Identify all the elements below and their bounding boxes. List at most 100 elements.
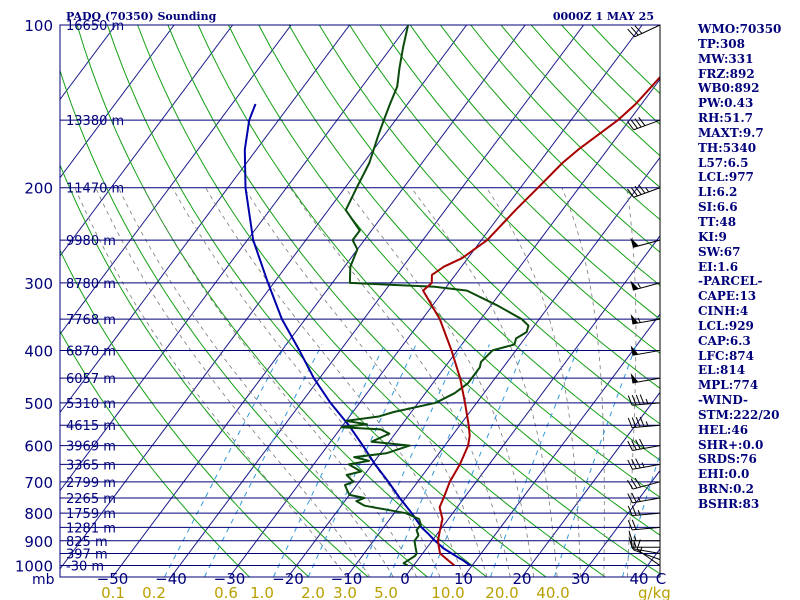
pressure-units-label: mb — [32, 572, 55, 588]
mixing-ratio-line — [164, 344, 287, 577]
dry-adiabat — [137, 25, 606, 577]
barb-flag — [631, 505, 637, 516]
barb-half-flag — [645, 398, 649, 405]
barb-flag — [638, 184, 646, 194]
index-item: LCL:977 — [698, 170, 754, 185]
barb-flag — [638, 116, 646, 126]
height-label: 8780 m — [66, 277, 116, 292]
dry-adiabat — [288, 25, 660, 425]
index-item: FRZ:892 — [698, 66, 755, 81]
index-item: LI:6.2 — [698, 185, 738, 200]
barb-flag — [635, 458, 641, 469]
moist-adiabat — [344, 187, 535, 577]
moist-adiabat — [95, 187, 371, 577]
barb-shaft — [632, 282, 661, 291]
wind-barb — [627, 458, 661, 470]
mixing-ratio-label: 0.2 — [142, 584, 166, 600]
moist-adiabat — [561, 187, 605, 577]
height-label: 6870 m — [66, 344, 116, 359]
wind-barb — [630, 373, 661, 384]
barb-shaft — [632, 402, 661, 406]
index-item: TT:48 — [698, 214, 737, 229]
moist-adiabat — [410, 187, 558, 577]
pressure-tick-label: 400 — [24, 342, 53, 360]
index-item: CAPE:13 — [698, 289, 757, 304]
isotherm — [60, 25, 175, 179]
barb-pennant — [630, 345, 639, 356]
barb-flag — [639, 394, 645, 405]
index-item: MPL:774 — [698, 378, 759, 393]
barb-shaft — [632, 548, 661, 554]
barb-flag — [627, 493, 633, 504]
index-item: SHR+:0.0 — [698, 437, 764, 452]
dry-adiabat — [379, 25, 660, 320]
index-item: SRDS:76 — [698, 452, 757, 467]
barb-flag — [628, 530, 633, 541]
barb-flag — [627, 121, 635, 131]
index-item: -WIND- — [698, 393, 748, 408]
wind-barb — [627, 116, 661, 131]
barb-half-flag — [637, 496, 641, 502]
barb-shaft — [632, 497, 661, 504]
index-item: CAP:6.3 — [698, 333, 751, 348]
height-label: 3969 m — [66, 440, 116, 455]
pressure-tick-label: 600 — [24, 438, 53, 456]
moist-adiabat — [172, 187, 441, 577]
dry-adiabat — [197, 25, 660, 536]
index-item: LFC:874 — [698, 348, 754, 363]
barb-flag — [631, 519, 637, 530]
index-item: SI:6.6 — [698, 200, 738, 215]
wind-barb — [628, 537, 660, 548]
barb-flag — [630, 119, 638, 129]
index-item: STM:222/20 — [698, 407, 780, 422]
height-label: 11470 m — [66, 182, 124, 197]
isotherm — [287, 78, 660, 577]
mixing-ratio-label: 0.6 — [214, 584, 238, 600]
barb-flag — [627, 440, 633, 451]
height-label: 5310 m — [66, 397, 116, 412]
height-label: 2265 m — [66, 492, 116, 507]
barb-flag — [630, 187, 638, 197]
barb-half-flag — [637, 509, 641, 516]
mixing-ratio-label: 3.0 — [333, 584, 357, 600]
mixing-ratio-line — [307, 344, 417, 577]
pressure-tick-label: 500 — [24, 395, 53, 413]
wind-barb — [633, 539, 661, 561]
barb-flag — [635, 439, 641, 450]
height-label: 4615 m — [66, 419, 116, 434]
index-item: BRN:0.2 — [698, 482, 754, 497]
index-item: HEL:46 — [698, 422, 749, 437]
index-item: BSHR:83 — [698, 497, 760, 511]
temperature-tick-label: −10 — [331, 570, 363, 588]
wind-barb — [627, 416, 661, 429]
height-label: 397 m — [66, 548, 108, 563]
moist-adiabat — [486, 187, 581, 577]
barb-shaft — [634, 24, 661, 38]
pressure-tick-label: 900 — [24, 533, 53, 551]
index-item: RH:51.7 — [698, 111, 753, 126]
isotherm — [60, 25, 409, 492]
barb-flag — [628, 537, 633, 548]
isotherm — [60, 25, 468, 570]
height-label: -30 m — [66, 560, 104, 575]
barb-flag — [630, 478, 638, 489]
indices-panel: WMO:70350 TP:308 MW:331 FRZ:892 WB0:892 PW:0.… — [698, 22, 798, 512]
wind-barb — [627, 505, 661, 517]
barb-shaft — [632, 463, 661, 470]
isotherm — [229, 25, 643, 577]
wind-barbs — [627, 24, 661, 577]
barb-pennant — [630, 280, 639, 291]
index-item: SW:67 — [698, 244, 741, 259]
barb-flag — [635, 394, 641, 405]
barb-flag — [634, 118, 642, 128]
height-label: 7768 m — [66, 313, 116, 328]
index-item: KI:9 — [698, 229, 727, 244]
moist-adiabat — [289, 187, 511, 577]
wind-barb — [627, 477, 661, 490]
isotherm — [60, 25, 292, 336]
barb-half-flag — [634, 535, 637, 541]
wind-barb — [627, 394, 661, 406]
mixing-ratio-label: 5.0 — [374, 584, 398, 600]
isotherm — [112, 25, 526, 577]
pressure-tick-label: 100 — [24, 17, 53, 35]
